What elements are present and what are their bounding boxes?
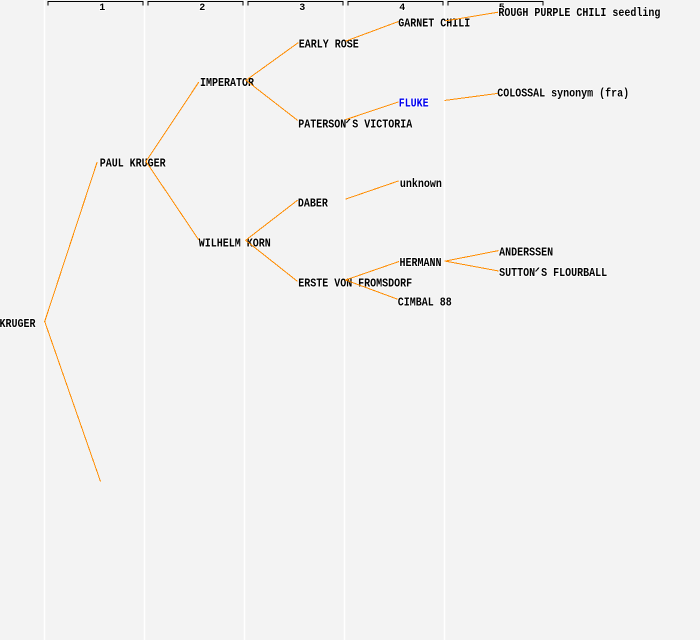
svg-text:ROUGH PURPLE CHILI seedling: ROUGH PURPLE CHILI seedling <box>498 6 660 20</box>
svg-text:WILHELM KORN: WILHELM KORN <box>199 236 271 250</box>
svg-text:CIMBAL 88: CIMBAL 88 <box>398 295 452 309</box>
svg-text:PATERSON´S VICTORIA: PATERSON´S VICTORIA <box>298 118 413 132</box>
svg-text:4: 4 <box>399 3 405 14</box>
svg-text:DABER: DABER <box>298 196 329 210</box>
svg-text:COLOSSAL synonym (fra): COLOSSAL synonym (fra) <box>497 86 629 100</box>
svg-text:FLUKE: FLUKE <box>399 97 429 111</box>
svg-text:3: 3 <box>299 3 305 14</box>
svg-text:1: 1 <box>99 3 105 14</box>
svg-text:2: 2 <box>199 3 205 14</box>
svg-text:KRUGER: KRUGER <box>0 317 36 331</box>
svg-text:PAUL KRUGER: PAUL KRUGER <box>100 157 167 171</box>
svg-text:IMPERATOR: IMPERATOR <box>200 76 255 90</box>
svg-text:EARLY ROSE: EARLY ROSE <box>299 37 359 51</box>
svg-text:unknown: unknown <box>400 177 442 191</box>
svg-text:HERMANN: HERMANN <box>400 256 442 270</box>
svg-text:SUTTON´S FLOURBALL: SUTTON´S FLOURBALL <box>499 266 607 280</box>
svg-text:5: 5 <box>499 3 505 14</box>
svg-text:ANDERSSEN: ANDERSSEN <box>499 245 553 259</box>
